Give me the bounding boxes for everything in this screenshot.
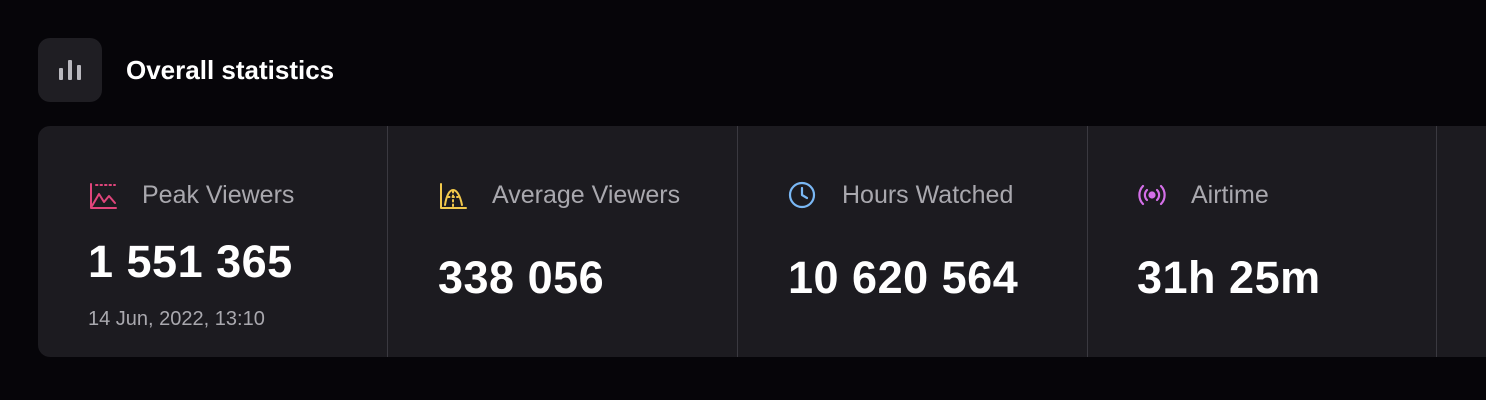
peak-icon <box>90 183 117 209</box>
stat-value: 31h 25m <box>1137 252 1321 303</box>
stat-label: Average Viewers <box>492 181 681 209</box>
section-icon <box>38 38 102 102</box>
stat-label: Hours Watched <box>842 181 1014 209</box>
average-icon <box>440 183 467 209</box>
stats-panel: Peak Viewers 1 551 365 14 Jun, 2022, 13:… <box>38 126 1486 357</box>
stat-label: Airtime <box>1191 181 1269 209</box>
stat-card: Hours Watched 10 620 564 <box>738 126 1088 357</box>
stat-note: 14 Jun, 2022, 13:10 <box>88 308 265 330</box>
stat-card: Peak Viewers 1 551 365 14 Jun, 2022, 13:… <box>38 126 388 357</box>
stat-label: Peak Viewers <box>142 181 295 209</box>
stat-card: Airtime 31h 25m <box>1087 126 1437 357</box>
stat-value: 10 620 564 <box>788 252 1019 303</box>
stat-card <box>1437 126 1486 357</box>
broadcast-icon <box>1138 184 1166 206</box>
stat-value: 1 551 365 <box>88 236 293 287</box>
stat-card: Average Viewers 338 056 <box>388 126 738 357</box>
stat-value: 338 056 <box>438 252 605 303</box>
bar-chart-icon <box>59 60 81 80</box>
section-title: Overall statistics <box>126 55 335 85</box>
clock-icon <box>788 181 816 209</box>
